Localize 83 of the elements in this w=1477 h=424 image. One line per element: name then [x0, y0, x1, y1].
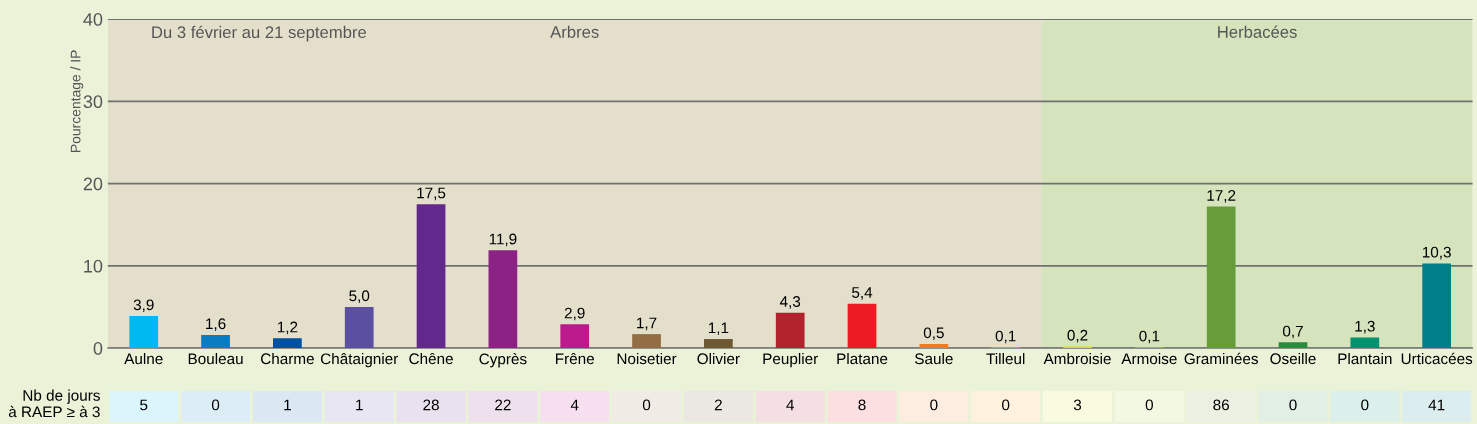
data-label: 1,1	[708, 322, 729, 336]
y-tick-label: 40	[83, 13, 103, 26]
text: 41	[1428, 399, 1445, 411]
text: 4	[786, 399, 794, 411]
x-tick-label: Tilleul	[986, 352, 1025, 365]
x-tick-label: Peuplier	[763, 352, 818, 368]
data-label: 1,6	[206, 318, 226, 331]
band-label: Arbres	[550, 25, 599, 38]
x-tick-label: Aulne	[124, 352, 163, 365]
data-label: 2,9	[564, 307, 585, 321]
data-label: 4,3	[779, 296, 801, 309]
data-label: 0,5	[923, 327, 944, 340]
x-tick-label: Platane	[837, 352, 888, 365]
bar	[1278, 342, 1308, 349]
text: 1	[284, 399, 291, 411]
bar	[273, 338, 302, 349]
data-label: 10,3	[1422, 246, 1451, 260]
text: 0	[1145, 399, 1153, 411]
data-label: 3,9	[133, 299, 154, 313]
text: 0	[211, 399, 220, 411]
bar	[201, 334, 230, 349]
x-tick-label: Oseille	[1270, 352, 1316, 365]
bar	[560, 324, 590, 349]
data-label: 1,2	[277, 321, 298, 335]
text: 3	[1073, 399, 1082, 411]
bar	[632, 334, 661, 349]
x-tick-label: Graminées	[1184, 352, 1258, 365]
x-tick-label: Noisetier	[617, 352, 677, 365]
bar	[1206, 206, 1236, 349]
bar	[919, 343, 949, 349]
bar	[775, 312, 805, 349]
x-tick-label: Chêne	[409, 352, 453, 365]
bar	[1350, 337, 1380, 349]
text: 0	[1289, 399, 1297, 411]
data-label: 1,7	[637, 317, 657, 331]
data-label: 17,5	[417, 187, 446, 201]
bar	[488, 250, 518, 349]
text: 1	[356, 399, 363, 411]
text: 86	[1213, 399, 1229, 411]
x-tick-label: Ambroisie	[1043, 352, 1111, 365]
x-tick-label: Urticacées	[1401, 352, 1473, 365]
text: Nb de jours à RAEP ≥ à 3	[8, 389, 100, 418]
text: 8	[858, 399, 866, 411]
text: 5	[140, 399, 148, 411]
x-tick-label: Saule	[915, 352, 953, 365]
y-axis-title: Pourcentage / IP	[70, 50, 84, 152]
x-tick-label: Bouleau	[188, 352, 243, 365]
text: 22	[495, 399, 511, 411]
text: 2	[714, 399, 722, 411]
text: 0	[1002, 399, 1010, 411]
y-tick-label: 20	[83, 177, 103, 191]
x-tick-label: Châtaignier	[320, 352, 399, 368]
annotation: Du 3 février au 21 septembre	[152, 25, 367, 42]
y-tick-label: 10	[84, 259, 103, 273]
x-tick-label: Cyprès	[479, 352, 527, 368]
bar	[344, 306, 374, 349]
x-tick-label: Armoise	[1121, 352, 1177, 365]
y-tick-label: 30	[83, 95, 103, 109]
text: 0	[930, 399, 938, 411]
data-label: 0,1	[995, 330, 1016, 344]
bar	[1422, 263, 1452, 349]
text: 4	[570, 399, 579, 411]
data-label: 0,7	[1282, 325, 1303, 339]
data-label: 5,0	[349, 290, 370, 303]
bar	[416, 204, 446, 349]
x-tick-label: Charme	[261, 352, 314, 365]
data-label: 5,4	[852, 287, 873, 300]
text: 0	[642, 399, 651, 411]
band-label: Herbacées	[1218, 25, 1297, 38]
bar	[129, 316, 159, 349]
text: 0	[1361, 399, 1369, 411]
x-tick-label: Olivier	[697, 352, 740, 365]
data-label: 11,9	[489, 233, 517, 247]
bar	[704, 339, 733, 349]
x-tick-label: Plantain	[1338, 352, 1392, 365]
bar	[847, 303, 877, 349]
data-label: 17,2	[1207, 190, 1236, 203]
x-tick-label: Frêne	[556, 352, 594, 365]
text: 28	[423, 399, 439, 411]
data-label: 0,1	[1139, 330, 1160, 344]
y-tick-label: 0	[93, 342, 103, 355]
data-label: 1,3	[1355, 320, 1375, 334]
data-label: 0,2	[1067, 329, 1088, 343]
